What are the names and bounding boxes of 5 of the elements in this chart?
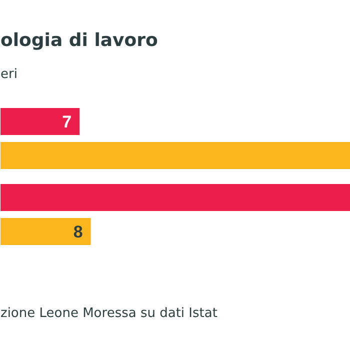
text: zione Leone Moressa su dati Istat xyxy=(0,306,218,321)
data-label: 7 xyxy=(62,112,72,132)
data-label: 8 xyxy=(73,222,83,242)
chart-subtitle: eri xyxy=(0,67,18,82)
chart-title: ologia di lavoro xyxy=(0,30,158,51)
